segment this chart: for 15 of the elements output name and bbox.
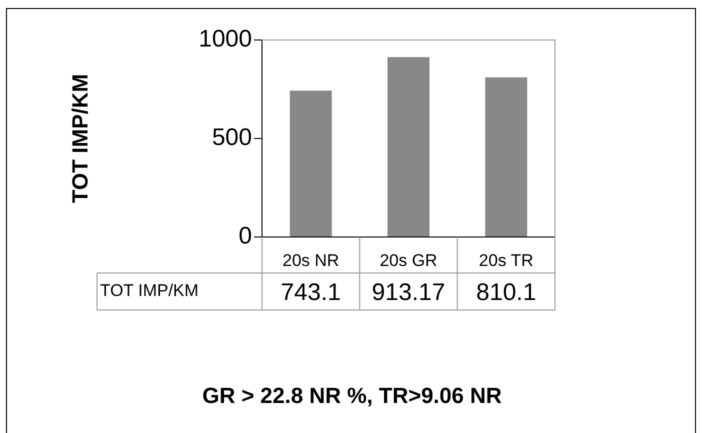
y-tick-label: 0 xyxy=(238,222,252,250)
text: GR > 22.8 NR %, TR>9.06 NR xyxy=(202,383,502,408)
x-tick-label: 20s GR xyxy=(380,250,438,270)
y-tick-label: 1000 xyxy=(198,26,252,53)
x-tick-label: 20s TR xyxy=(478,250,534,270)
x-tick-label: 20s NR xyxy=(282,250,340,270)
bar xyxy=(290,90,332,236)
data-label: 810.1 xyxy=(476,279,536,306)
bar xyxy=(485,77,528,236)
bar xyxy=(388,57,430,236)
data-label: 743.1 xyxy=(280,279,341,306)
y-axis-title: TOT IMP/KM xyxy=(67,74,92,204)
data-label: 913.17 xyxy=(372,279,446,306)
y-tick-label: 500 xyxy=(212,124,252,152)
text: TOT IMP/KM xyxy=(100,281,199,300)
